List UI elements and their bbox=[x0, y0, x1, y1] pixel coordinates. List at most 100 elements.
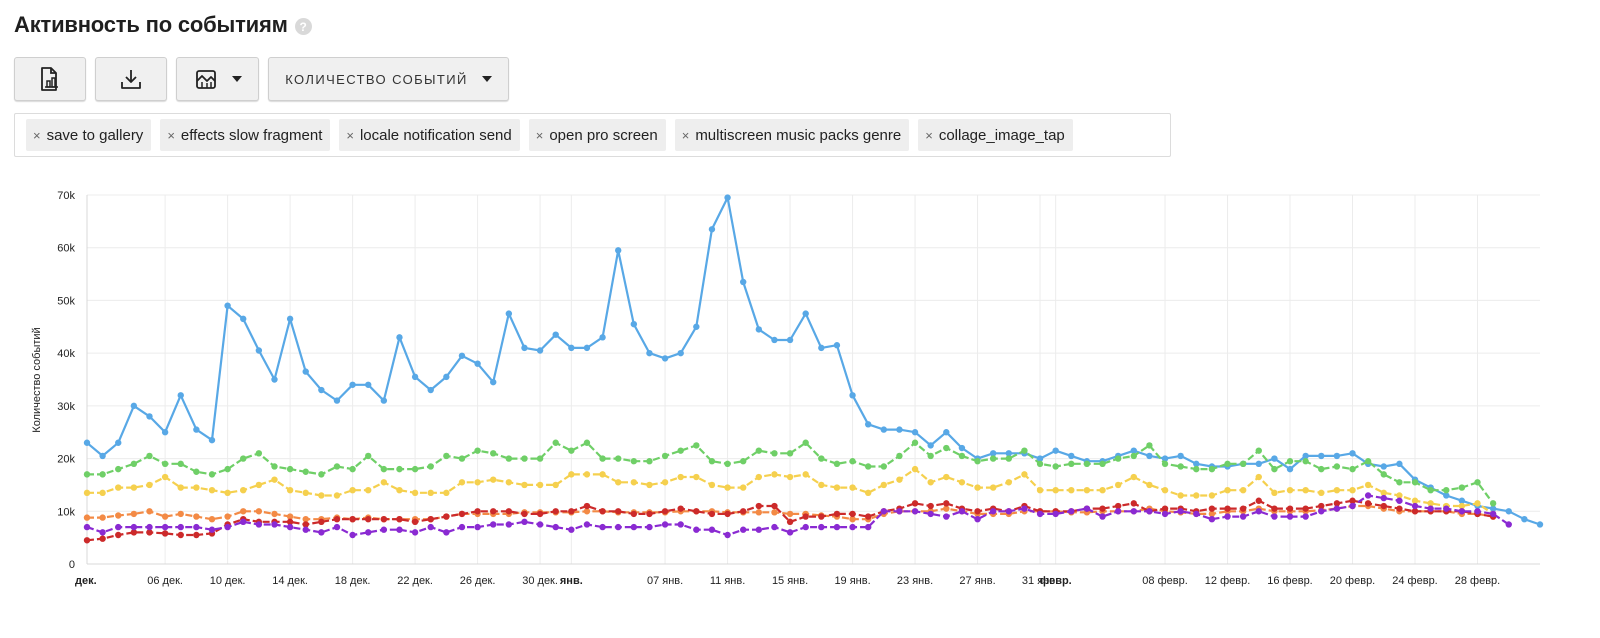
data-point bbox=[193, 426, 200, 433]
data-point bbox=[802, 310, 809, 317]
data-point bbox=[755, 526, 763, 533]
data-point bbox=[1036, 460, 1044, 468]
data-point bbox=[927, 479, 934, 486]
report-button[interactable] bbox=[14, 57, 86, 101]
filter-tag[interactable]: × locale notification send bbox=[339, 119, 520, 151]
metric-select[interactable]: КОЛИЧЕСТВО СОБЫТИЙ bbox=[268, 57, 509, 101]
help-icon[interactable]: ? bbox=[294, 18, 312, 35]
filter-tag[interactable]: × multiscreen music packs genre bbox=[674, 119, 910, 151]
data-point bbox=[630, 523, 638, 531]
data-point bbox=[630, 510, 638, 518]
data-point bbox=[193, 531, 200, 539]
data-point bbox=[1130, 452, 1137, 460]
data-point bbox=[739, 458, 747, 465]
data-point bbox=[1318, 502, 1325, 510]
filter-tag[interactable]: × effects slow fragment bbox=[160, 119, 331, 151]
x-tick-label: 06 дек. bbox=[147, 575, 183, 587]
data-point bbox=[333, 463, 341, 470]
data-point bbox=[1239, 513, 1247, 520]
data-point bbox=[1052, 463, 1059, 470]
chart-type-button[interactable] bbox=[176, 57, 259, 101]
title-row: Активность по событиям ? bbox=[14, 12, 312, 38]
data-point bbox=[1193, 465, 1200, 473]
data-point bbox=[1005, 479, 1012, 486]
data-point bbox=[896, 508, 903, 515]
data-point bbox=[958, 444, 966, 452]
data-point bbox=[99, 529, 106, 536]
filter-tag-label: save to gallery bbox=[46, 126, 144, 144]
close-icon[interactable]: × bbox=[167, 127, 175, 143]
data-point bbox=[1443, 487, 1450, 494]
data-point bbox=[1161, 510, 1169, 518]
data-point bbox=[1364, 500, 1372, 507]
data-point bbox=[1239, 505, 1247, 512]
data-point bbox=[193, 513, 200, 520]
data-point bbox=[849, 510, 856, 518]
events-chart[interactable]: Количество событий 0 10k 20k 30k 40k 50k 60k 70… bbox=[0, 170, 1600, 600]
y-axis-label: Количество событий bbox=[31, 327, 43, 432]
data-point bbox=[1099, 513, 1106, 520]
data-point bbox=[208, 471, 216, 478]
filter-tag[interactable]: × save to gallery bbox=[26, 119, 152, 151]
data-point bbox=[661, 355, 669, 362]
data-point bbox=[99, 489, 106, 497]
data-point bbox=[490, 450, 497, 457]
filter-tag-label: locale notification send bbox=[359, 126, 512, 144]
filter-tag[interactable]: × open pro screen bbox=[528, 119, 666, 151]
close-icon[interactable]: × bbox=[346, 127, 354, 143]
data-point bbox=[1302, 458, 1309, 465]
data-point bbox=[646, 458, 653, 465]
event-filter[interactable]: × save to gallery × effects slow fragmen… bbox=[14, 113, 1171, 157]
data-point bbox=[1177, 508, 1184, 515]
data-point bbox=[630, 320, 638, 328]
data-point bbox=[1224, 505, 1231, 512]
data-point bbox=[1224, 513, 1231, 520]
data-point bbox=[1146, 481, 1153, 489]
data-point bbox=[286, 513, 294, 520]
close-icon[interactable]: × bbox=[681, 127, 690, 143]
data-point bbox=[427, 386, 434, 394]
data-point bbox=[1302, 513, 1309, 520]
download-icon bbox=[119, 67, 143, 91]
data-point bbox=[599, 523, 606, 531]
filter-tag[interactable]: × collage_image_tap bbox=[918, 119, 1073, 151]
data-point bbox=[505, 479, 513, 486]
y-tick-label: 20k bbox=[57, 454, 75, 466]
data-point bbox=[83, 489, 91, 497]
data-point bbox=[786, 450, 794, 457]
data-point bbox=[1177, 463, 1184, 470]
data-point bbox=[411, 373, 419, 381]
data-point bbox=[536, 347, 544, 354]
data-point bbox=[880, 508, 888, 515]
data-point bbox=[693, 526, 700, 533]
data-point bbox=[1396, 492, 1403, 499]
data-point bbox=[615, 479, 622, 486]
data-point bbox=[927, 510, 934, 518]
data-point bbox=[505, 508, 513, 515]
data-point bbox=[240, 455, 247, 462]
data-point bbox=[224, 489, 231, 497]
data-point bbox=[505, 310, 513, 317]
data-point bbox=[818, 513, 825, 520]
download-button[interactable] bbox=[95, 57, 167, 101]
data-point bbox=[380, 465, 388, 473]
data-point bbox=[1130, 447, 1137, 454]
data-point bbox=[302, 368, 309, 375]
data-point bbox=[1083, 487, 1091, 494]
data-point bbox=[1130, 473, 1137, 481]
close-icon[interactable]: × bbox=[33, 127, 41, 143]
data-point bbox=[458, 479, 466, 486]
data-point bbox=[1255, 497, 1262, 504]
close-icon[interactable]: × bbox=[535, 127, 544, 143]
data-point bbox=[849, 458, 856, 465]
data-point bbox=[193, 468, 200, 475]
x-tick-label: 30 дек. bbox=[522, 575, 558, 587]
data-point bbox=[1036, 510, 1044, 518]
data-point bbox=[286, 523, 294, 531]
close-icon[interactable]: × bbox=[925, 127, 933, 143]
data-point bbox=[943, 500, 950, 507]
data-point bbox=[1411, 479, 1419, 486]
data-point bbox=[693, 473, 700, 481]
data-point bbox=[615, 523, 622, 531]
data-point bbox=[318, 471, 325, 478]
